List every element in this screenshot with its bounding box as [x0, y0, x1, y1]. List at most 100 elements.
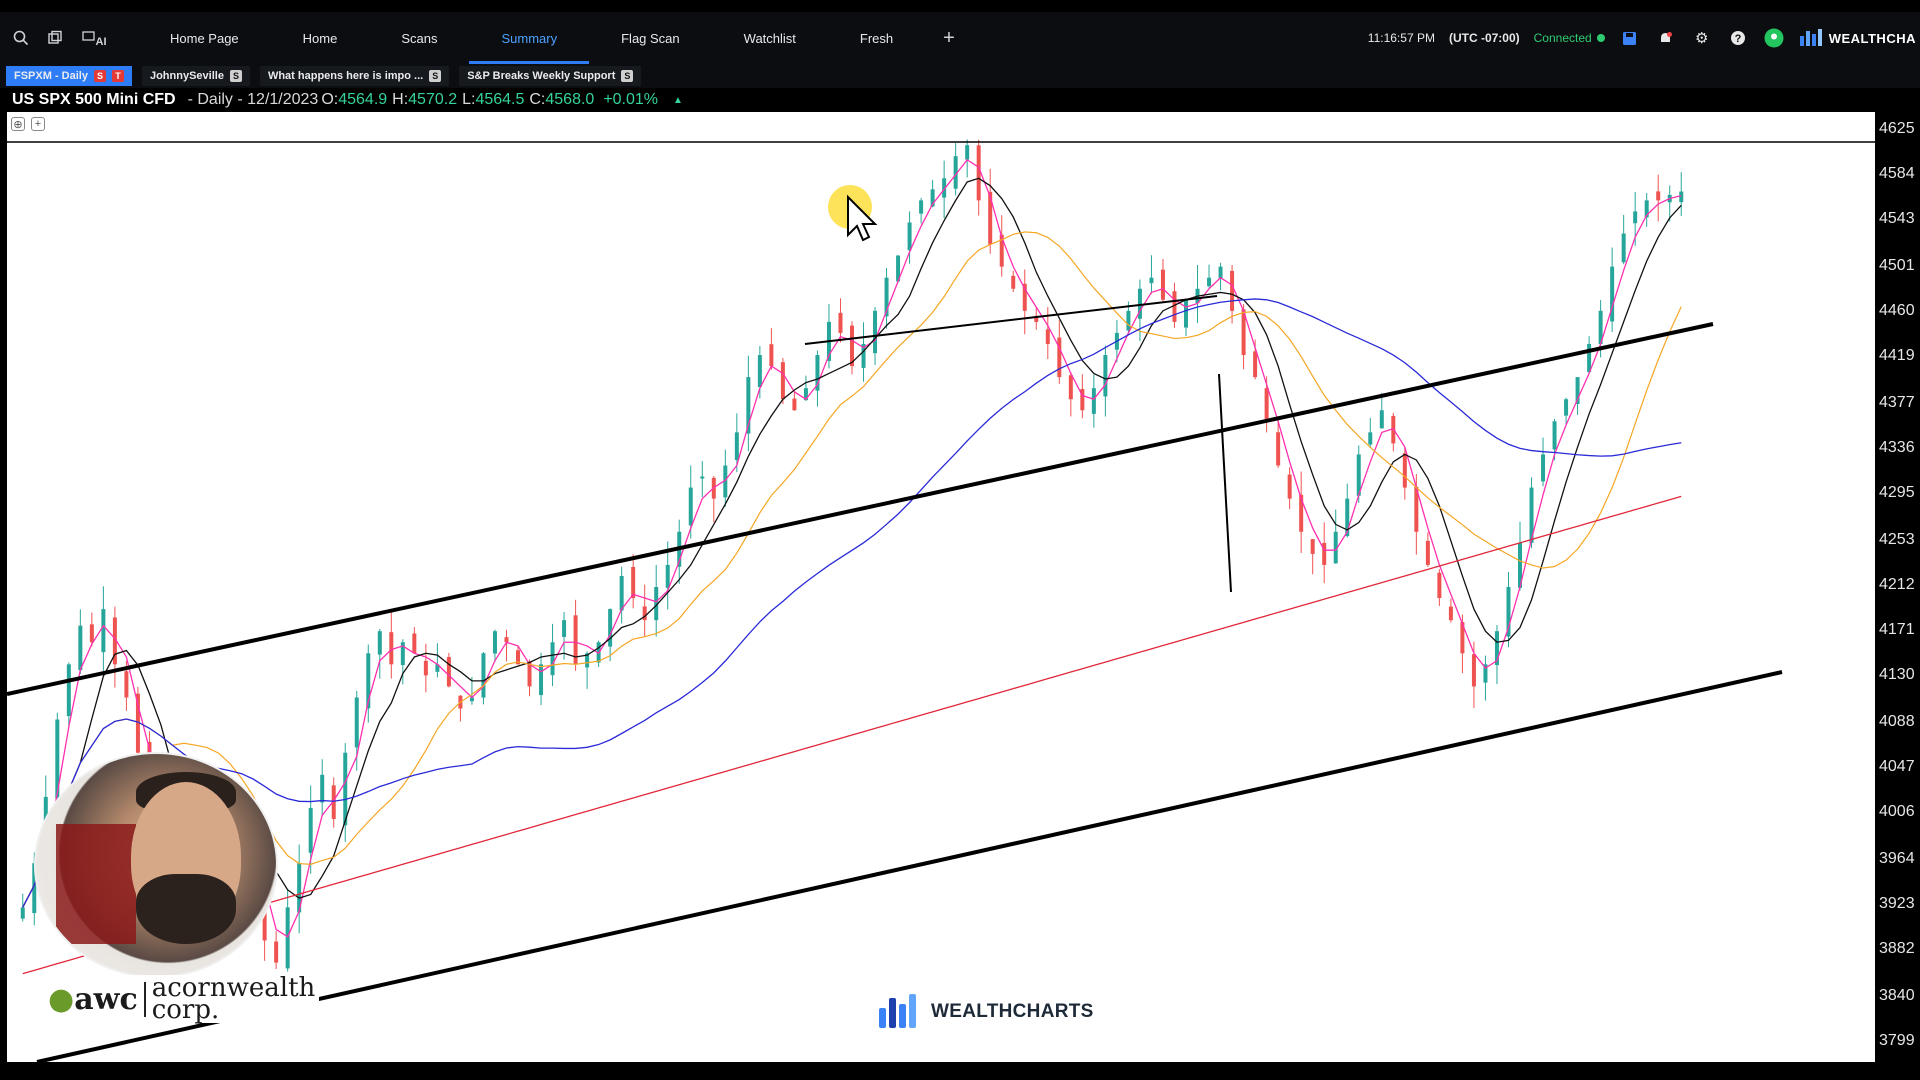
- candle-body: [112, 617, 117, 665]
- candle-body: [1345, 498, 1350, 536]
- candle-body: [815, 355, 820, 391]
- candle-body: [78, 625, 83, 671]
- candle-body: [331, 785, 336, 819]
- tab-badge: S: [429, 70, 442, 82]
- search-icon[interactable]: [4, 21, 38, 55]
- candle-body: [343, 752, 348, 826]
- candle-body: [20, 907, 25, 919]
- candle-body: [1379, 410, 1384, 429]
- location-icon[interactable]: [1763, 27, 1785, 49]
- ma-fast-line: [22, 159, 1682, 938]
- price-tick: 3840: [1879, 986, 1915, 1004]
- gear-icon[interactable]: ⚙: [1694, 30, 1709, 47]
- tab-flag-scan[interactable]: Flag Scan: [621, 30, 680, 46]
- price-chart[interactable]: ⊕ + WEALTHCHARTS: [7, 112, 1875, 1062]
- add-tab-button[interactable]: +: [943, 26, 955, 49]
- ai-label: AI: [95, 36, 107, 48]
- candle-body: [976, 145, 981, 201]
- chart-tools: ⊕ +: [11, 117, 45, 131]
- up-arrow-icon: ▲: [673, 94, 683, 106]
- price-tick: 4253: [1879, 530, 1915, 548]
- candle-body: [1230, 270, 1235, 311]
- high-value: 4570.2: [408, 91, 458, 108]
- save-icon[interactable]: [1619, 27, 1641, 49]
- candle-body: [1575, 377, 1580, 404]
- chart-tab[interactable]: What happens here is impo ... S: [259, 66, 450, 86]
- price-tick: 3882: [1879, 940, 1915, 958]
- brand-logo: WEALTHCHA: [1799, 28, 1916, 48]
- chart-tabs-bar: FSPXM - Daily S T JohnnySeville S What happen…: [0, 64, 1920, 88]
- candle-body: [274, 941, 279, 963]
- close-label: C:: [529, 91, 546, 108]
- tab-scans[interactable]: Scans: [401, 30, 438, 46]
- candle-body: [1218, 266, 1223, 279]
- bell-icon[interactable]: [1655, 27, 1677, 49]
- help-icon[interactable]: ?: [1727, 27, 1749, 49]
- candle-body: [354, 697, 359, 748]
- tab-home[interactable]: Home: [302, 30, 338, 46]
- candle-body: [1287, 474, 1292, 499]
- tab-watchlist[interactable]: Watchlist: [743, 30, 796, 46]
- candle-body: [101, 609, 106, 653]
- candle-body: [585, 653, 590, 668]
- price-tick: 4501: [1879, 256, 1915, 274]
- tab-summary[interactable]: Summary: [469, 12, 589, 64]
- connection-status: Connected: [1534, 31, 1605, 45]
- chart-tab[interactable]: JohnnySeville S: [141, 66, 250, 86]
- candle-body: [803, 388, 808, 401]
- tab-home-page[interactable]: Home Page: [170, 30, 239, 46]
- chart-tab[interactable]: FSPXM - Daily S T: [6, 66, 132, 86]
- candle-body: [1598, 310, 1603, 345]
- open-value: 4564.9: [338, 91, 388, 108]
- tab-badge: S: [229, 70, 242, 82]
- candle-body: [1564, 399, 1569, 416]
- chart-tab-label: JohnnySeville: [149, 70, 224, 82]
- candle-body: [1184, 299, 1188, 328]
- candle-body: [688, 487, 693, 526]
- candle-body: [1494, 631, 1499, 666]
- tab-fresh[interactable]: Fresh: [859, 30, 894, 46]
- timezone: (UTC -07:00): [1448, 31, 1520, 45]
- candle-body: [1253, 351, 1258, 378]
- price-axis[interactable]: 4625 4584 4543 4501 4460 4419 4377 4336 4295 4253…: [1875, 112, 1920, 1062]
- candle-body: [746, 377, 751, 434]
- candle-body: [320, 774, 325, 803]
- open-label: O:: [321, 91, 339, 108]
- candle-body: [285, 907, 290, 969]
- candle-body: [1679, 191, 1684, 203]
- ma-black-line: [22, 177, 1682, 908]
- candle-body: [562, 620, 567, 637]
- tab-badge: S: [621, 70, 634, 82]
- ma-orange-line: [22, 231, 1682, 908]
- channel-lower-line: [36, 670, 1783, 1062]
- candle-body: [1310, 539, 1315, 554]
- candle-body: [1333, 531, 1338, 564]
- candle-body: [850, 325, 854, 367]
- candle-body: [66, 664, 71, 717]
- candle-body: [1437, 572, 1442, 599]
- price-tick: 4460: [1879, 301, 1915, 319]
- ai-icon[interactable]: AI: [72, 21, 116, 55]
- candle-body: [492, 631, 497, 654]
- chart-tab-label: FSPXM - Daily: [14, 70, 88, 82]
- layers-icon[interactable]: [38, 21, 72, 55]
- price-tick: 4625: [1879, 119, 1915, 137]
- candle-body: [1518, 542, 1522, 588]
- candle-body: [1610, 266, 1615, 322]
- chart-tab[interactable]: S&P Breaks Weekly Support S: [459, 66, 642, 86]
- candle-body: [32, 863, 37, 914]
- awc-mark: ●awc: [48, 981, 146, 1017]
- candle-body: [297, 863, 302, 913]
- expand-icon[interactable]: +: [31, 117, 45, 131]
- candle-body: [700, 476, 705, 479]
- candle-body: [988, 191, 993, 245]
- channel-upper-line: [7, 322, 1714, 696]
- change-percent: +0.01%: [603, 91, 659, 108]
- tab-badge: S: [93, 70, 106, 82]
- price-tick: 4088: [1879, 712, 1915, 730]
- candle-body: [550, 642, 555, 676]
- candle-body: [1045, 329, 1050, 344]
- candle-body: [608, 609, 613, 647]
- drag-handle-icon[interactable]: ⊕: [11, 117, 25, 131]
- close-value: 4568.0: [545, 91, 595, 108]
